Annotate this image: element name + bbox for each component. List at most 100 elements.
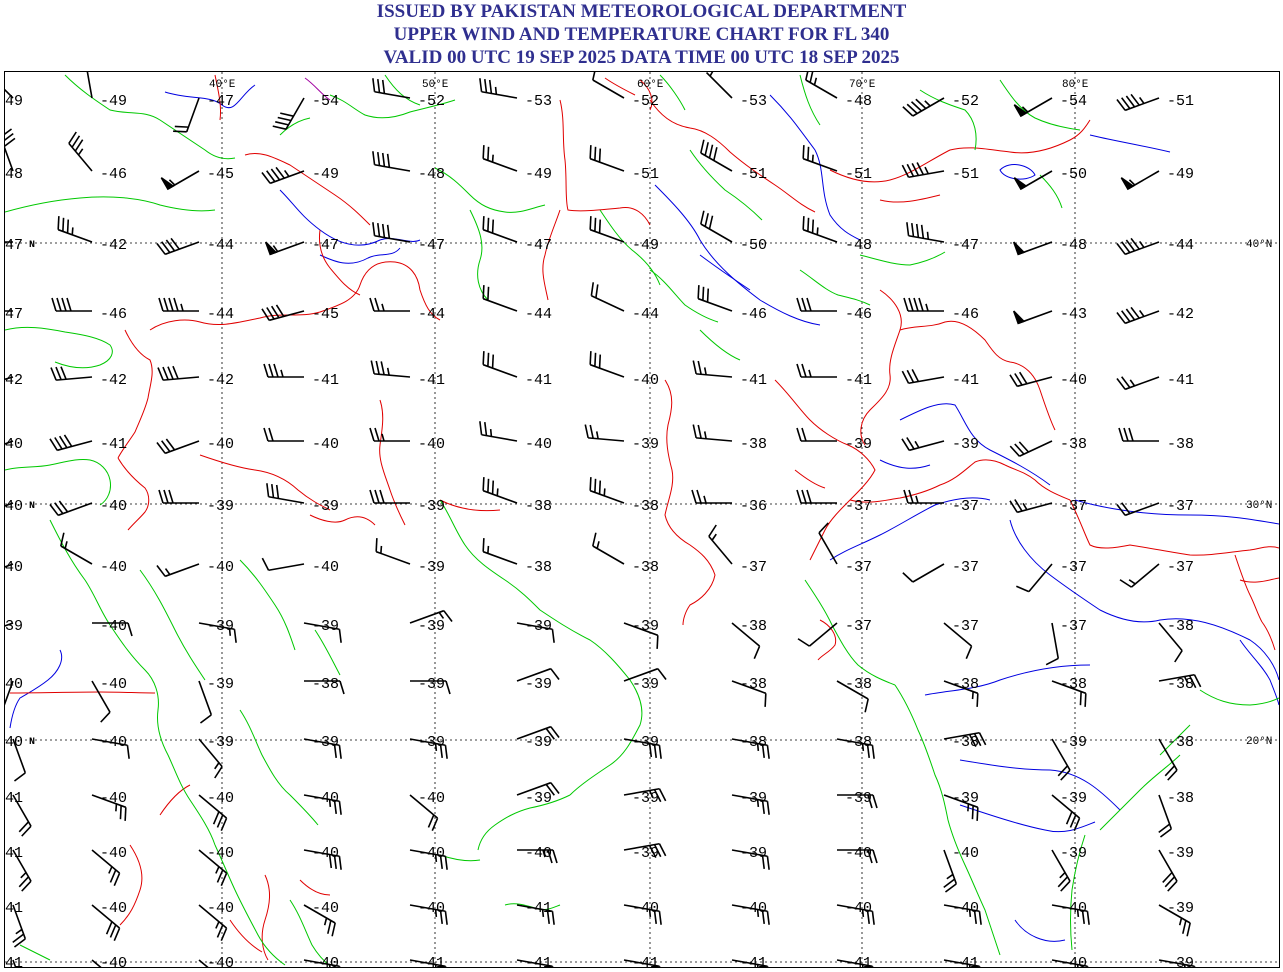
wind-barb — [158, 297, 199, 312]
barb-feather — [386, 153, 391, 168]
temperature-label: -40 — [207, 955, 234, 967]
barb-feather — [273, 363, 279, 378]
barb-shaft — [516, 667, 552, 682]
wind-barb — [157, 365, 200, 381]
lon-label-40e: 40°E — [209, 79, 236, 91]
barb-feather — [488, 79, 493, 94]
barb-shaft — [68, 142, 93, 172]
barb-feather — [550, 782, 560, 795]
barb-shaft — [623, 787, 660, 796]
barb-feather — [1, 133, 14, 143]
wind-barb — [906, 222, 945, 243]
wind-barb — [1116, 502, 1160, 517]
barb-feather — [261, 308, 270, 321]
temperature-label: -42 — [100, 372, 127, 389]
barb-feather — [811, 219, 815, 234]
barb-feather — [220, 872, 228, 886]
barb-half-feather — [228, 628, 232, 636]
barb-half-feather — [115, 803, 118, 812]
barb-half-feather — [380, 545, 383, 554]
barb-half-feather — [108, 866, 113, 874]
temperature-label: -40 — [207, 436, 234, 453]
barb-feather — [427, 814, 435, 828]
barb-feather — [871, 911, 875, 925]
barb-shaft — [591, 295, 625, 312]
barb-shaft — [185, 97, 200, 133]
barb-feather — [658, 843, 667, 857]
barb-feather — [1086, 966, 1089, 972]
wind-barb — [198, 794, 228, 831]
wind-barb — [303, 794, 342, 815]
barb-half-feather — [386, 367, 390, 376]
barb-shaft — [57, 228, 93, 243]
barb-feather — [761, 744, 766, 758]
barb-feather — [796, 427, 802, 442]
barb-shaft — [269, 310, 305, 322]
wind-barb — [198, 738, 223, 779]
wind-barb — [160, 170, 200, 191]
barb-half-feather — [813, 77, 818, 86]
barb-feather — [214, 766, 223, 779]
barb-feather — [270, 305, 280, 319]
wind-barb — [589, 351, 625, 378]
wind-barb — [837, 849, 878, 864]
temperature-label: -42 — [1167, 306, 1194, 323]
wind-barb — [156, 237, 200, 256]
barb-pennant — [1013, 177, 1028, 191]
temperature-label: -41 — [632, 955, 659, 967]
barb-feather — [864, 698, 869, 713]
barb-feather — [162, 366, 169, 381]
barb-half-feather — [328, 799, 332, 807]
wind-barb — [731, 904, 770, 925]
wind-barb — [91, 849, 121, 886]
barb-shaft — [1158, 738, 1178, 771]
temperature-label: -41 — [740, 955, 767, 967]
barb-shaft — [91, 794, 127, 809]
barb-feather — [594, 146, 597, 161]
barb-feather — [1045, 657, 1059, 666]
barb-feather — [908, 489, 914, 504]
barb-feather — [216, 869, 224, 883]
barb-half-feather — [20, 871, 27, 879]
barb-shaft — [374, 373, 411, 378]
wind-barb — [1009, 440, 1053, 457]
barb-feather — [592, 532, 597, 547]
graticule — [5, 72, 1279, 967]
wind-barb — [263, 427, 304, 442]
barb-feather — [595, 284, 599, 299]
barb-pennant — [1120, 177, 1135, 191]
barb-feather — [1009, 500, 1018, 513]
barb-shaft — [802, 157, 838, 172]
barb-feather — [550, 668, 560, 681]
barb-feather — [482, 351, 485, 365]
barb-feather — [653, 910, 658, 924]
temperature-label: -40 — [525, 845, 552, 862]
wind-barb — [60, 532, 93, 565]
barb-shaft — [1124, 502, 1160, 517]
barb-feather — [338, 856, 342, 870]
wind-barb — [410, 680, 451, 695]
barb-feather — [277, 116, 292, 122]
barb-feather — [372, 78, 376, 92]
wind-barb — [1158, 849, 1178, 892]
barb-feather — [1116, 503, 1126, 516]
barb-feather — [801, 297, 807, 312]
barb-feather — [906, 103, 918, 115]
barb-feather — [1084, 693, 1087, 707]
wind-barb — [1158, 738, 1178, 781]
temperature-label: -41 — [952, 955, 979, 967]
barb-shaft — [623, 959, 660, 968]
temperature-label: -40 — [312, 436, 339, 453]
temperature-label: -40 — [418, 790, 445, 807]
temperature-label: -41 — [1167, 372, 1194, 389]
barb-feather — [653, 789, 662, 803]
misc-boundary — [304, 77, 331, 101]
wind-barb — [1119, 563, 1160, 588]
barb-feather — [978, 911, 982, 925]
barb-half-feather — [1128, 179, 1136, 186]
wind-barb — [266, 483, 305, 504]
temperature-label: -40 — [312, 845, 339, 862]
barb-shaft — [943, 731, 980, 740]
country-borders-layer — [9, 74, 1280, 961]
wind-barb — [1116, 237, 1160, 256]
